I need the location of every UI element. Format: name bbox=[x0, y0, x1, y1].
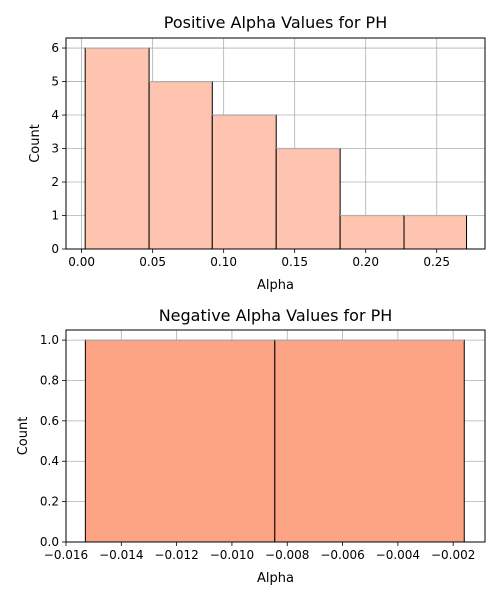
y-tick-label: 1.0 bbox=[40, 333, 59, 347]
x-tick-label: −0.004 bbox=[376, 548, 420, 562]
plot-frame bbox=[65, 329, 486, 543]
histogram-bar bbox=[84, 339, 276, 543]
y-axis-label: Count bbox=[28, 124, 43, 163]
x-axis-label: Alpha bbox=[257, 278, 294, 293]
y-tick-label: 0 bbox=[51, 242, 59, 256]
x-tick-label: −0.006 bbox=[320, 548, 364, 562]
x-tick-label: 0.00 bbox=[68, 255, 95, 269]
histogram-bar bbox=[211, 114, 277, 250]
x-tick-label: −0.016 bbox=[44, 548, 88, 562]
y-tick-label: 3 bbox=[51, 142, 59, 156]
x-tick-label: −0.008 bbox=[265, 548, 309, 562]
y-tick-label: 0.6 bbox=[40, 414, 59, 428]
chart-title: Negative Alpha Values for PH bbox=[159, 306, 393, 325]
histogram-bar bbox=[403, 215, 468, 250]
histogram-bar bbox=[274, 339, 465, 543]
y-tick-label: 5 bbox=[51, 75, 59, 89]
x-axis-label: Alpha bbox=[257, 571, 294, 586]
x-tick-label: −0.014 bbox=[99, 548, 143, 562]
y-tick-label: 0.8 bbox=[40, 373, 59, 387]
plot-frame bbox=[65, 37, 486, 250]
histogram-bar bbox=[275, 148, 341, 250]
x-tick-label: 0.10 bbox=[210, 255, 237, 269]
x-tick-label: −0.012 bbox=[154, 548, 198, 562]
chart-title: Positive Alpha Values for PH bbox=[164, 13, 387, 32]
y-tick-label: 0.4 bbox=[40, 454, 59, 468]
y-tick-label: 2 bbox=[51, 175, 59, 189]
x-tick-label: −0.010 bbox=[210, 548, 254, 562]
y-tick-label: 0.0 bbox=[40, 535, 59, 549]
y-tick-label: 1 bbox=[51, 209, 59, 223]
x-tick-label: 0.25 bbox=[423, 255, 450, 269]
histogram-bar bbox=[339, 215, 405, 250]
x-tick-label: 0.05 bbox=[139, 255, 166, 269]
chart-positive-alpha: Positive Alpha Values for PH Alpha Count… bbox=[28, 13, 486, 293]
chart-negative-alpha: Negative Alpha Values for PH Alpha Count… bbox=[16, 306, 486, 586]
x-tick-label: −0.002 bbox=[431, 548, 475, 562]
y-tick-label: 4 bbox=[51, 108, 59, 122]
y-axis-label: Count bbox=[16, 417, 31, 456]
y-tick-label: 6 bbox=[51, 41, 59, 55]
x-tick-label: 0.15 bbox=[281, 255, 308, 269]
histogram-bar bbox=[84, 47, 150, 250]
x-tick-label: 0.20 bbox=[352, 255, 379, 269]
y-tick-label: 0.2 bbox=[40, 495, 59, 509]
histogram-bar bbox=[148, 81, 213, 250]
